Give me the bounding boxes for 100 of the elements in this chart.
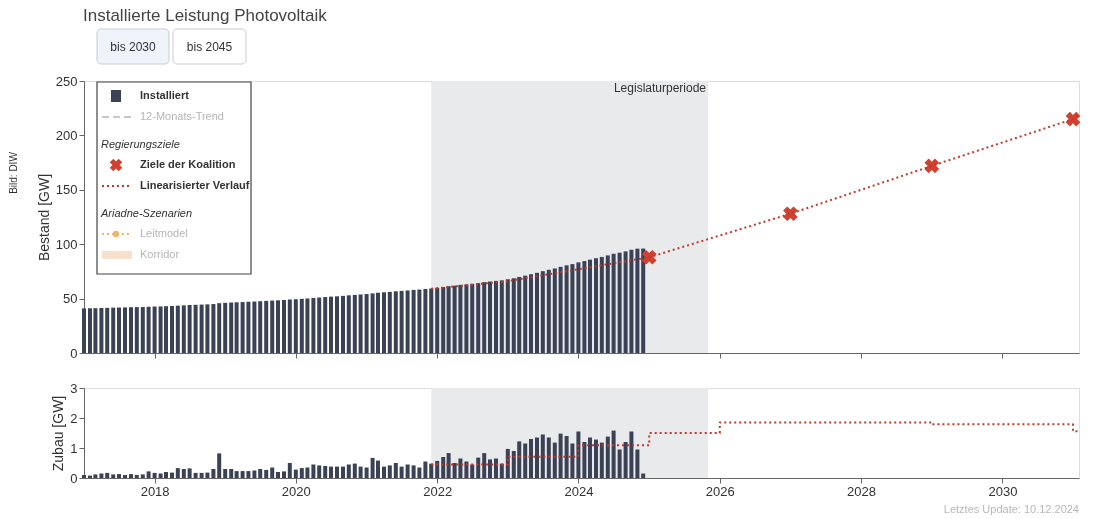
bar (193, 472, 198, 478)
bar (558, 433, 563, 478)
bar (540, 434, 545, 478)
bar (170, 472, 175, 478)
bar (540, 271, 545, 353)
bar (129, 307, 133, 353)
bar (499, 463, 504, 478)
y-tick-label: 0 (70, 470, 78, 486)
bar (594, 439, 599, 478)
bar (611, 430, 616, 478)
bar (117, 474, 122, 478)
bar (382, 292, 387, 353)
bar (423, 288, 428, 353)
bar (558, 266, 563, 353)
bar (552, 442, 557, 478)
bar (129, 474, 133, 478)
bar (311, 297, 316, 353)
bar (341, 466, 345, 478)
bar (217, 303, 222, 353)
bar (358, 294, 363, 353)
text: Letztes Update: 10.12.2024 (943, 503, 1079, 515)
bar (193, 304, 198, 353)
bar (635, 449, 640, 478)
bar (576, 431, 581, 478)
bar (423, 461, 428, 478)
legend-label: 12-Monats-Trend (140, 110, 224, 122)
bar (435, 460, 440, 478)
bar (134, 475, 139, 478)
bar (446, 286, 451, 353)
bar (605, 436, 610, 478)
bar (146, 306, 151, 353)
legend-label: Korridor (140, 248, 180, 260)
bar (535, 437, 540, 478)
y-tick-label: 3 (70, 380, 78, 396)
bar (488, 459, 493, 478)
bar (323, 297, 328, 353)
bar (529, 274, 534, 353)
bar (229, 302, 234, 353)
bar (393, 463, 398, 478)
bar (264, 469, 269, 478)
bar (276, 472, 281, 478)
bar (146, 471, 151, 478)
bar (470, 464, 475, 478)
bar (352, 463, 357, 478)
bar (482, 453, 487, 478)
text: Bild: DIW (8, 151, 19, 194)
bar (105, 472, 110, 478)
bar (82, 308, 86, 353)
bar (482, 282, 487, 353)
text: bis 2045 (186, 40, 233, 54)
x-tick-label: 2018 (140, 483, 170, 499)
bar (140, 306, 145, 353)
chart-title: Installierte Leistung Photovoltaik (83, 6, 328, 25)
bar (576, 262, 581, 353)
bar (546, 269, 551, 353)
y-tick-label: 0 (70, 345, 78, 361)
bar (352, 294, 357, 353)
bar (175, 305, 180, 353)
y-tick-label: 2 (70, 410, 78, 426)
x-tick-label: 2020 (281, 483, 311, 499)
bar (211, 304, 216, 353)
bar (123, 307, 128, 353)
bar (282, 300, 287, 353)
line-series (430, 113, 1080, 290)
bar (293, 299, 298, 353)
bar (617, 252, 622, 353)
bar (582, 261, 587, 353)
y-axis-title: Bestand [GW] (35, 173, 52, 262)
bar (476, 457, 481, 478)
bar (287, 463, 292, 478)
bar (229, 469, 234, 478)
text: bis 2030 (110, 40, 157, 54)
bar (317, 297, 322, 353)
bar (441, 287, 446, 353)
y-tick-label: 50 (63, 291, 78, 307)
bar (335, 466, 340, 478)
bar (329, 296, 334, 353)
bar (393, 291, 398, 353)
x-tick-label: 2028 (847, 483, 876, 499)
bar (187, 305, 192, 353)
bar (641, 248, 646, 353)
annotation: Regierungsziele (101, 138, 180, 150)
bar (276, 300, 281, 353)
bar (364, 467, 369, 478)
bar (217, 453, 222, 478)
bar (170, 306, 175, 353)
bar (187, 468, 192, 478)
bar (523, 443, 528, 478)
bar (252, 470, 257, 478)
bar (464, 284, 469, 353)
bar (223, 302, 228, 353)
point (1065, 111, 1081, 127)
legend-label: Linearisierter Verlauf (140, 179, 250, 191)
band-label: Legislaturperiode (613, 81, 707, 95)
bar (181, 305, 186, 353)
bar (270, 467, 275, 478)
point (924, 158, 940, 174)
legend-label: Installiert (140, 89, 190, 101)
bar (405, 290, 410, 353)
y-axis-title: Zubau [GW] (50, 395, 67, 472)
